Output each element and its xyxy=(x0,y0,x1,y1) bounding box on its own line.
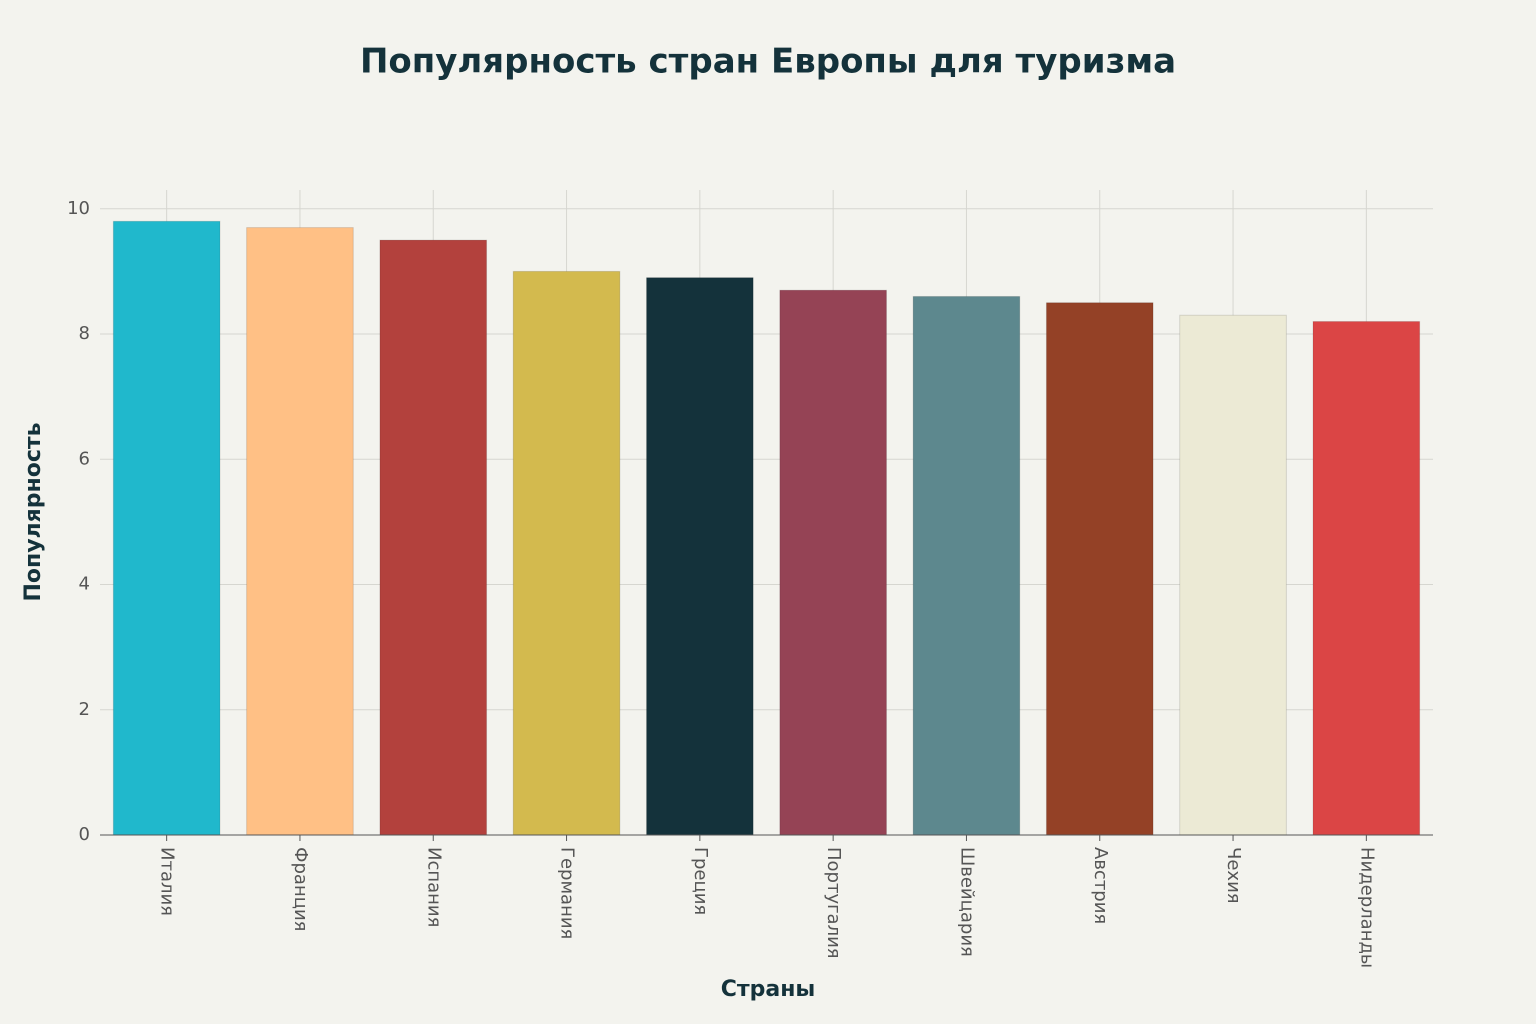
y-tick-label: 2 xyxy=(79,699,90,720)
bar xyxy=(379,239,488,836)
x-tick-label: Швейцария xyxy=(956,847,977,957)
bar xyxy=(1179,314,1287,836)
y-tick-label: 0 xyxy=(79,824,90,845)
x-tick-label: Португалия xyxy=(823,847,844,959)
bar xyxy=(646,277,754,836)
x-tick-label: Нидерланды xyxy=(1356,847,1377,968)
y-tick-label: 6 xyxy=(79,448,90,469)
x-axis-title: Страны xyxy=(721,977,816,1002)
x-tick-label: Германия xyxy=(557,847,578,939)
bar xyxy=(512,270,621,836)
bar xyxy=(1312,321,1421,836)
y-tick-label: 10 xyxy=(67,198,90,219)
x-tick-label: Франция xyxy=(290,847,311,932)
bar xyxy=(779,289,887,836)
y-tick-label: 4 xyxy=(79,574,90,595)
bar xyxy=(1045,302,1154,836)
chart-title: Популярность стран Европы для туризма xyxy=(360,42,1176,82)
x-tick-label: Испания xyxy=(423,847,444,927)
x-tick-label: Греция xyxy=(690,847,711,915)
bar xyxy=(112,220,221,836)
x-tick-label: Чехия xyxy=(1223,847,1244,904)
x-tick-label: Италия xyxy=(157,847,178,916)
bar xyxy=(246,227,354,836)
bar xyxy=(912,295,1021,836)
y-axis-title: Популярность xyxy=(21,422,46,601)
y-tick-label: 8 xyxy=(79,323,90,344)
x-tick-label: Австрия xyxy=(1090,847,1111,924)
